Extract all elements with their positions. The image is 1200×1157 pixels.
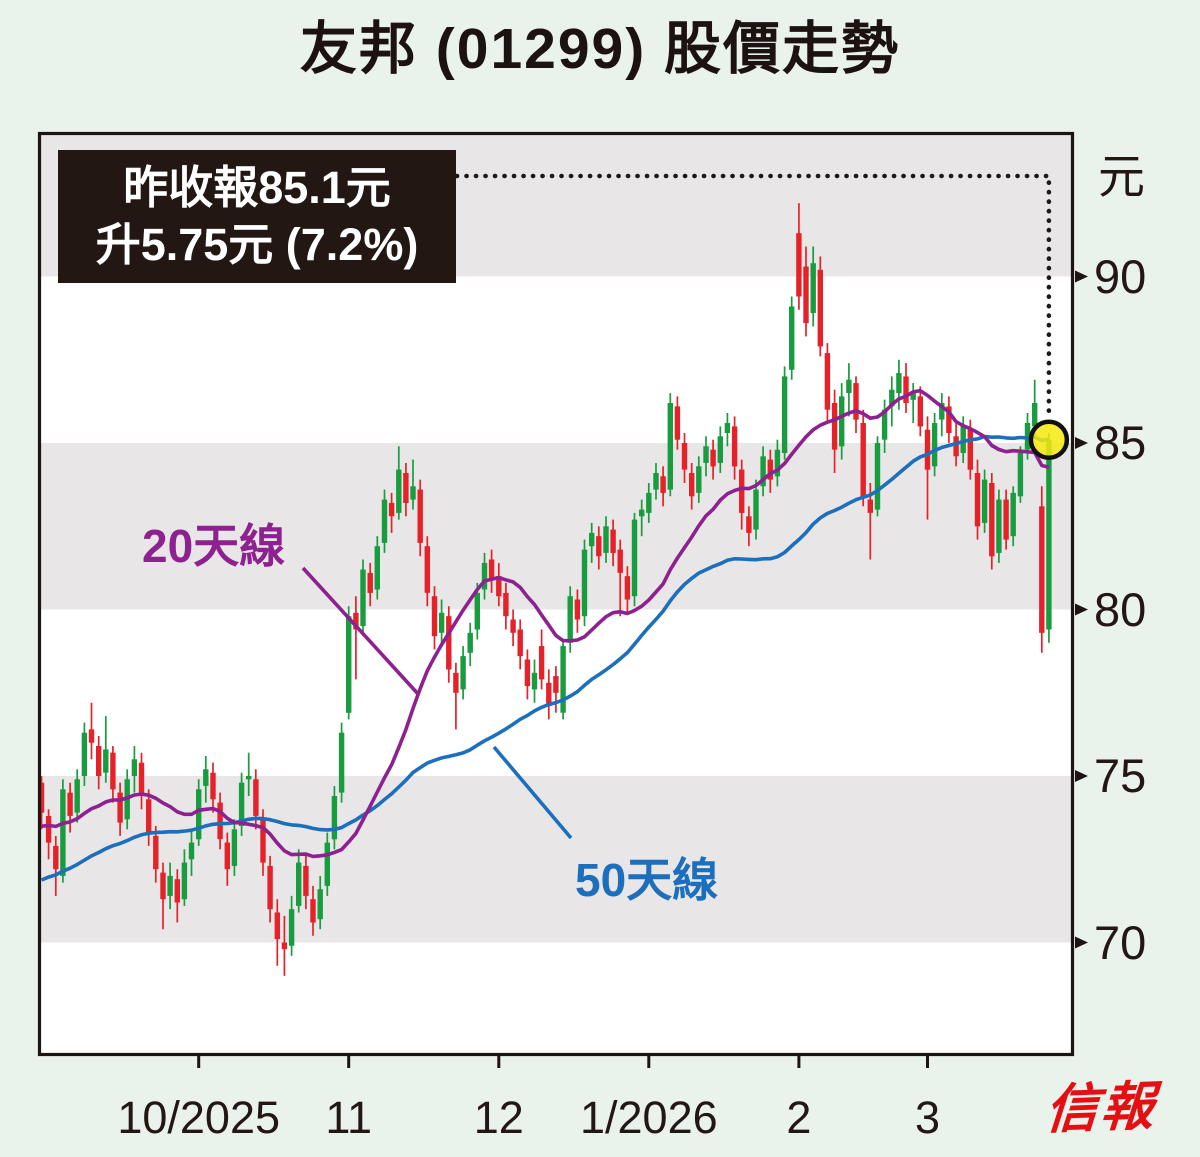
y-tick-85: 85 — [1094, 416, 1147, 469]
y-tick-75: 75 — [1094, 749, 1147, 802]
ma20-line-label: 20天線 — [142, 520, 286, 572]
y-tick-70: 70 — [1094, 915, 1147, 969]
x-tick-2: 2 — [786, 1092, 812, 1143]
last-close-annotation-box: 昨收報85.1元 升5.75元 (7.2%) — [58, 150, 456, 283]
x-tick-10-2025: 10/2025 — [117, 1092, 281, 1143]
x-tick-1-2026: 1/2026 — [579, 1092, 718, 1143]
x-tick-11: 11 — [325, 1092, 373, 1143]
ma50-line-label: 50天線 — [575, 854, 719, 906]
annotation-line-change: 升5.75元 (7.2%) — [95, 218, 419, 270]
y-tick-90: 90 — [1094, 249, 1147, 303]
x-tick-3: 3 — [914, 1092, 940, 1143]
page-title: 友邦 (01299) 股價走勢 — [299, 17, 901, 81]
y-axis-unit-label: 元 — [1098, 150, 1145, 203]
annotation-line-close: 昨收報85.1元 — [123, 162, 391, 214]
x-tick-12: 12 — [473, 1092, 524, 1143]
hkej-logo: 信報 — [1043, 1077, 1158, 1140]
y-tick-80: 80 — [1094, 582, 1147, 636]
